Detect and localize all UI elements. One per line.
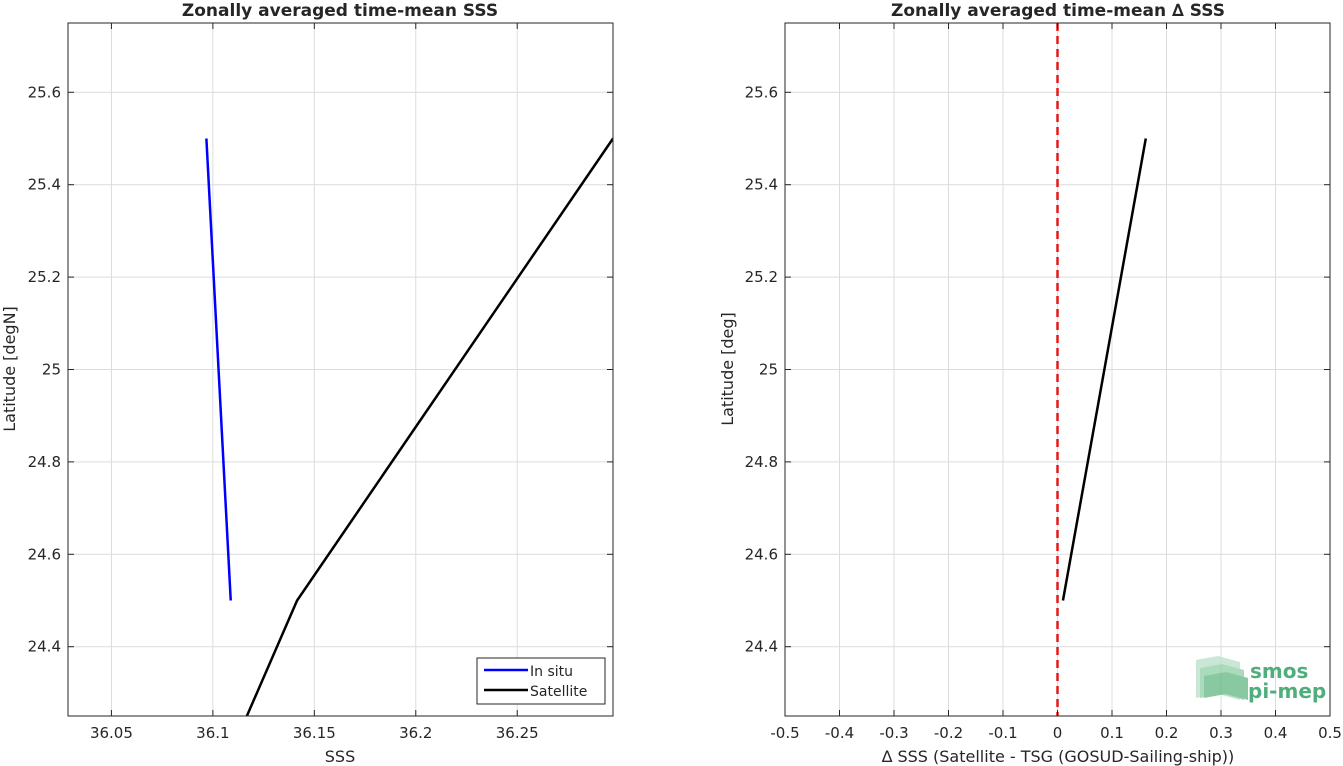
- delta-sss-y-tick-label: 24.4: [745, 638, 778, 656]
- delta-sss-x-tick-label: 0: [1053, 724, 1063, 742]
- sss-x-ticks: 36.05 36.1 36.15 36.2 36.25: [90, 23, 539, 742]
- delta-sss-y-ticks: 24.4 24.6 24.8 25 25.2 25.4 25.6: [745, 83, 1330, 656]
- delta-sss-y-tick-label: 25.2: [745, 268, 778, 286]
- delta-sss-x-tick-label: 0.5: [1318, 724, 1342, 742]
- delta-sss-y-tick-label: 24.8: [745, 453, 778, 471]
- delta-sss-x-tick-label: -0.2: [934, 724, 963, 742]
- delta-sss-x-ticks: -0.5 -0.4 -0.3 -0.2 -0.1 0 0.1 0.2 0.3 0.4 0.5: [770, 23, 1342, 742]
- sss-series-line-satellite: [245, 137, 613, 716]
- delta-sss-x-tick-label: 0.1: [1100, 724, 1124, 742]
- sss-x-tick-label: 36.1: [196, 724, 229, 742]
- delta-sss-x-tick-label: -0.4: [825, 724, 854, 742]
- sss-x-axis-label: SSS: [325, 747, 355, 766]
- delta-sss-y-axis-label: Latitude [deg]: [718, 312, 737, 426]
- legend-box: [476, 657, 606, 705]
- delta-sss-series: [1056, 23, 1148, 716]
- sss-x-tick-label: 36.25: [496, 724, 539, 742]
- delta-sss-y-tick-label: 25.4: [745, 176, 778, 194]
- delta-sss-x-tick-label: 0.4: [1264, 724, 1288, 742]
- delta-sss-series-line-delta: [1061, 138, 1148, 601]
- delta-sss-x-tick-label: -0.1: [988, 724, 1017, 742]
- sss-y-tick-label: 24.8: [28, 453, 61, 471]
- delta-sss-y-tick-label: 25: [759, 361, 778, 379]
- delta-sss-x-axis-label: ∆ SSS (Satellite - TSG (GOSUD-Sailing-sh…: [881, 747, 1235, 766]
- sss-x-tick-label: 36.15: [293, 724, 336, 742]
- sss-chart-title: Zonally averaged time-mean SSS: [182, 1, 498, 21]
- sss-y-tick-label: 25.4: [28, 176, 61, 194]
- sss-x-tick-label: 36.2: [399, 724, 432, 742]
- sss-y-tick-label: 24.6: [28, 545, 61, 563]
- sss-panel: Zonally averaged time-mean SSS 36.05 36.1…: [0, 1, 614, 766]
- sss-y-ticks: 24.4 24.6 24.8 25 25.2 25.4 25.6: [28, 83, 613, 656]
- legend-label-in-situ: In situ: [530, 664, 573, 680]
- logo-text-line2: pi-mep: [1248, 679, 1326, 703]
- legend: In situ Satellite: [476, 657, 606, 705]
- sss-y-tick-label: 25.6: [28, 83, 61, 101]
- logo-text-line1: smos: [1250, 659, 1308, 683]
- delta-sss-x-tick-label: -0.5: [770, 724, 799, 742]
- sss-y-tick-label: 24.4: [28, 638, 61, 656]
- sss-series-line-in-situ: [205, 138, 232, 601]
- delta-sss-x-tick-label: 0.3: [1209, 724, 1233, 742]
- legend-label-satellite: Satellite: [530, 684, 587, 700]
- sss-y-tick-label: 25: [42, 361, 61, 379]
- sss-y-tick-label: 25.2: [28, 268, 61, 286]
- delta-sss-y-tick-label: 25.6: [745, 83, 778, 101]
- sss-grid: [68, 23, 613, 716]
- delta-sss-x-tick-label: -0.3: [879, 724, 908, 742]
- delta-sss-panel: Zonally averaged time-mean ∆ SSS -0.5 -0.…: [718, 1, 1342, 766]
- delta-sss-y-tick-label: 24.6: [745, 545, 778, 563]
- sss-series: [205, 137, 613, 716]
- delta-sss-chart-title: Zonally averaged time-mean ∆ SSS: [891, 1, 1225, 21]
- smos-pi-mep-logo: smos pi-mep: [1196, 656, 1326, 703]
- logo-mark: [1196, 656, 1248, 700]
- delta-sss-x-tick-label: 0.2: [1155, 724, 1179, 742]
- sss-x-tick-label: 36.05: [90, 724, 133, 742]
- sss-y-axis-label: Latitude [degN]: [0, 306, 19, 432]
